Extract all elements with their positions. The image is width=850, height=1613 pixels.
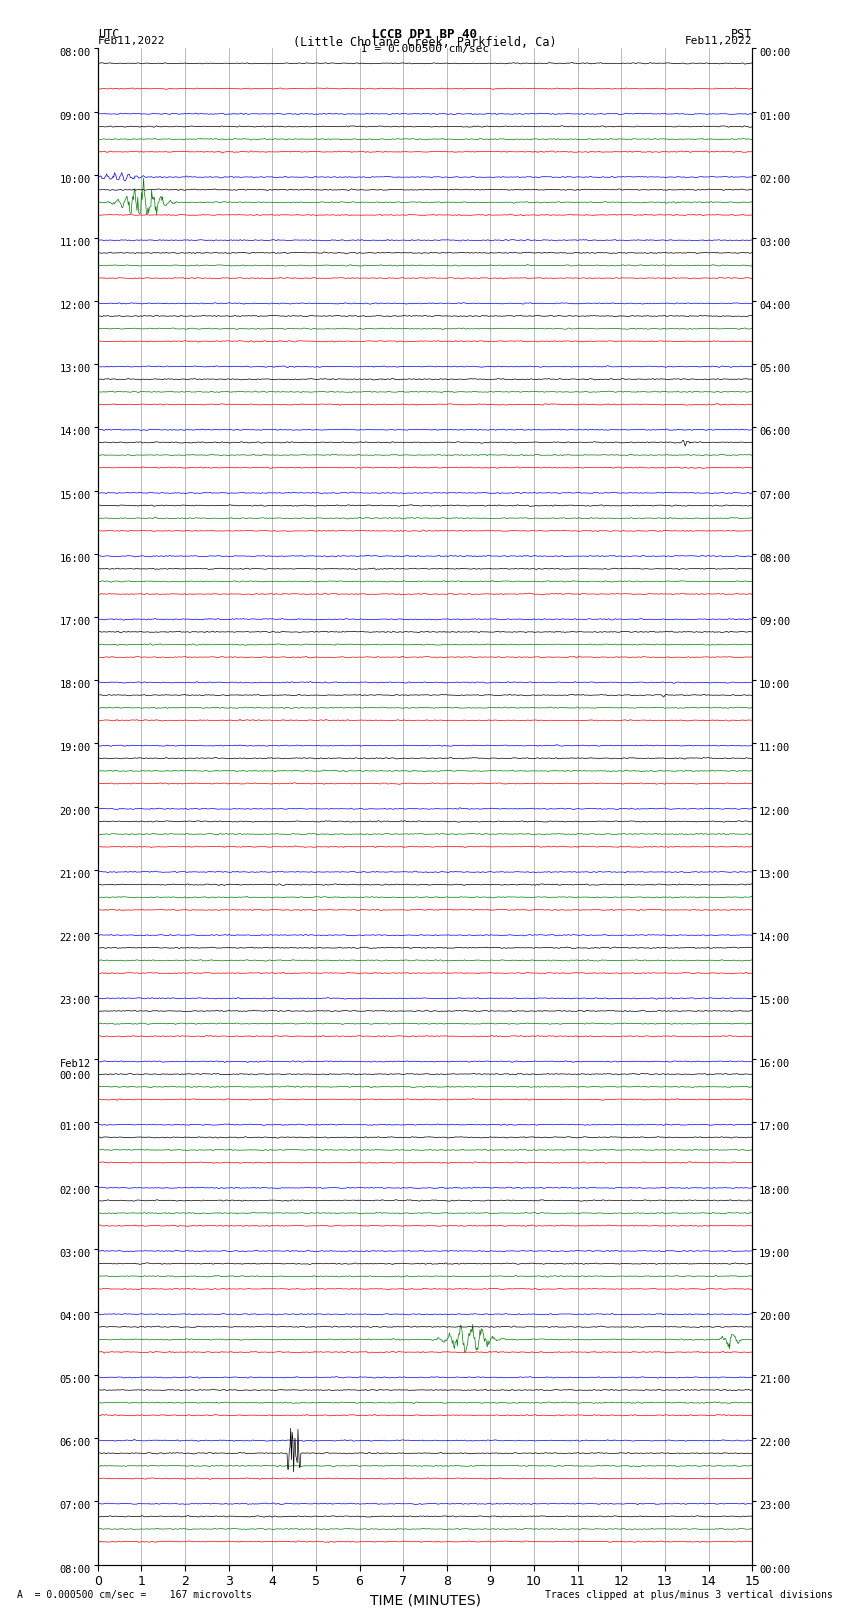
Text: Traces clipped at plus/minus 3 vertical divisions: Traces clipped at plus/minus 3 vertical …	[545, 1590, 833, 1600]
Text: A  = 0.000500 cm/sec =    167 microvolts: A = 0.000500 cm/sec = 167 microvolts	[17, 1590, 252, 1600]
Text: PST: PST	[731, 29, 752, 42]
Text: Feb11,2022: Feb11,2022	[98, 37, 165, 47]
Text: Feb11,2022: Feb11,2022	[685, 37, 752, 47]
Text: UTC: UTC	[98, 29, 119, 42]
Text: I = 0.000500 cm/sec: I = 0.000500 cm/sec	[361, 44, 489, 55]
Text: LCCB DP1 BP 40: LCCB DP1 BP 40	[372, 29, 478, 42]
Text: (Little Cholane Creek, Parkfield, Ca): (Little Cholane Creek, Parkfield, Ca)	[293, 37, 557, 50]
X-axis label: TIME (MINUTES): TIME (MINUTES)	[370, 1594, 480, 1608]
